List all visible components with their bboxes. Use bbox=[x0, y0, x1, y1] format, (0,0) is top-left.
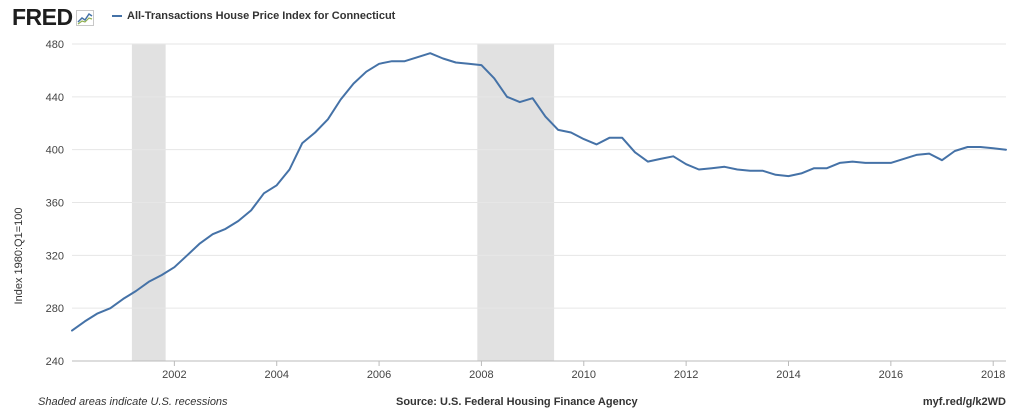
y-axis-label: Index 1980:Q1=100 bbox=[13, 208, 25, 305]
logo-graph-icon bbox=[75, 9, 94, 26]
legend-label: All-Transactions House Price Index for C… bbox=[127, 10, 396, 22]
x-tick-label: 2018 bbox=[981, 369, 1005, 381]
x-tick-label: 2016 bbox=[879, 369, 903, 381]
y-tick-label: 320 bbox=[46, 250, 64, 262]
series-line bbox=[71, 52, 1007, 332]
legend-swatch bbox=[112, 15, 122, 17]
y-tick-label: 400 bbox=[46, 145, 64, 157]
x-tick-label: 2014 bbox=[776, 369, 800, 381]
x-tick-label: 2004 bbox=[264, 369, 288, 381]
y-axis: 240 280 320 360 400 440 480 bbox=[46, 39, 64, 368]
chart-legend: All-Transactions House Price Index for C… bbox=[112, 10, 395, 22]
x-tick-label: 2006 bbox=[367, 369, 391, 381]
chart-footer: Shaded areas indicate U.S. recessions So… bbox=[0, 394, 1024, 412]
y-tick-label: 360 bbox=[46, 198, 64, 210]
x-axis: 2002 2004 2006 2008 2010 2012 2014 2016 2018 bbox=[72, 360, 1006, 381]
y-tick-label: 240 bbox=[46, 356, 64, 368]
fred-logo-text: FRED bbox=[12, 4, 73, 30]
chart-header: FRED All-Transactions House Price Index … bbox=[0, 0, 1024, 34]
y-tick-label: 480 bbox=[46, 39, 64, 51]
short-url-link[interactable]: myf.red/g/k2WD bbox=[922, 396, 1006, 408]
source-text: Source: U.S. Federal Housing Finance Age… bbox=[396, 396, 638, 408]
x-tick-label: 2012 bbox=[674, 369, 698, 381]
x-tick-label: 2008 bbox=[469, 369, 493, 381]
recession-note: Shaded areas indicate U.S. recessions bbox=[38, 396, 228, 408]
x-tick-label: 2002 bbox=[162, 369, 186, 381]
y-tick-label: 440 bbox=[46, 92, 64, 104]
series-layer bbox=[71, 52, 1007, 332]
fred-logo[interactable]: FRED bbox=[12, 4, 94, 31]
y-tick-label: 280 bbox=[46, 303, 64, 315]
x-tick-label: 2010 bbox=[572, 369, 596, 381]
